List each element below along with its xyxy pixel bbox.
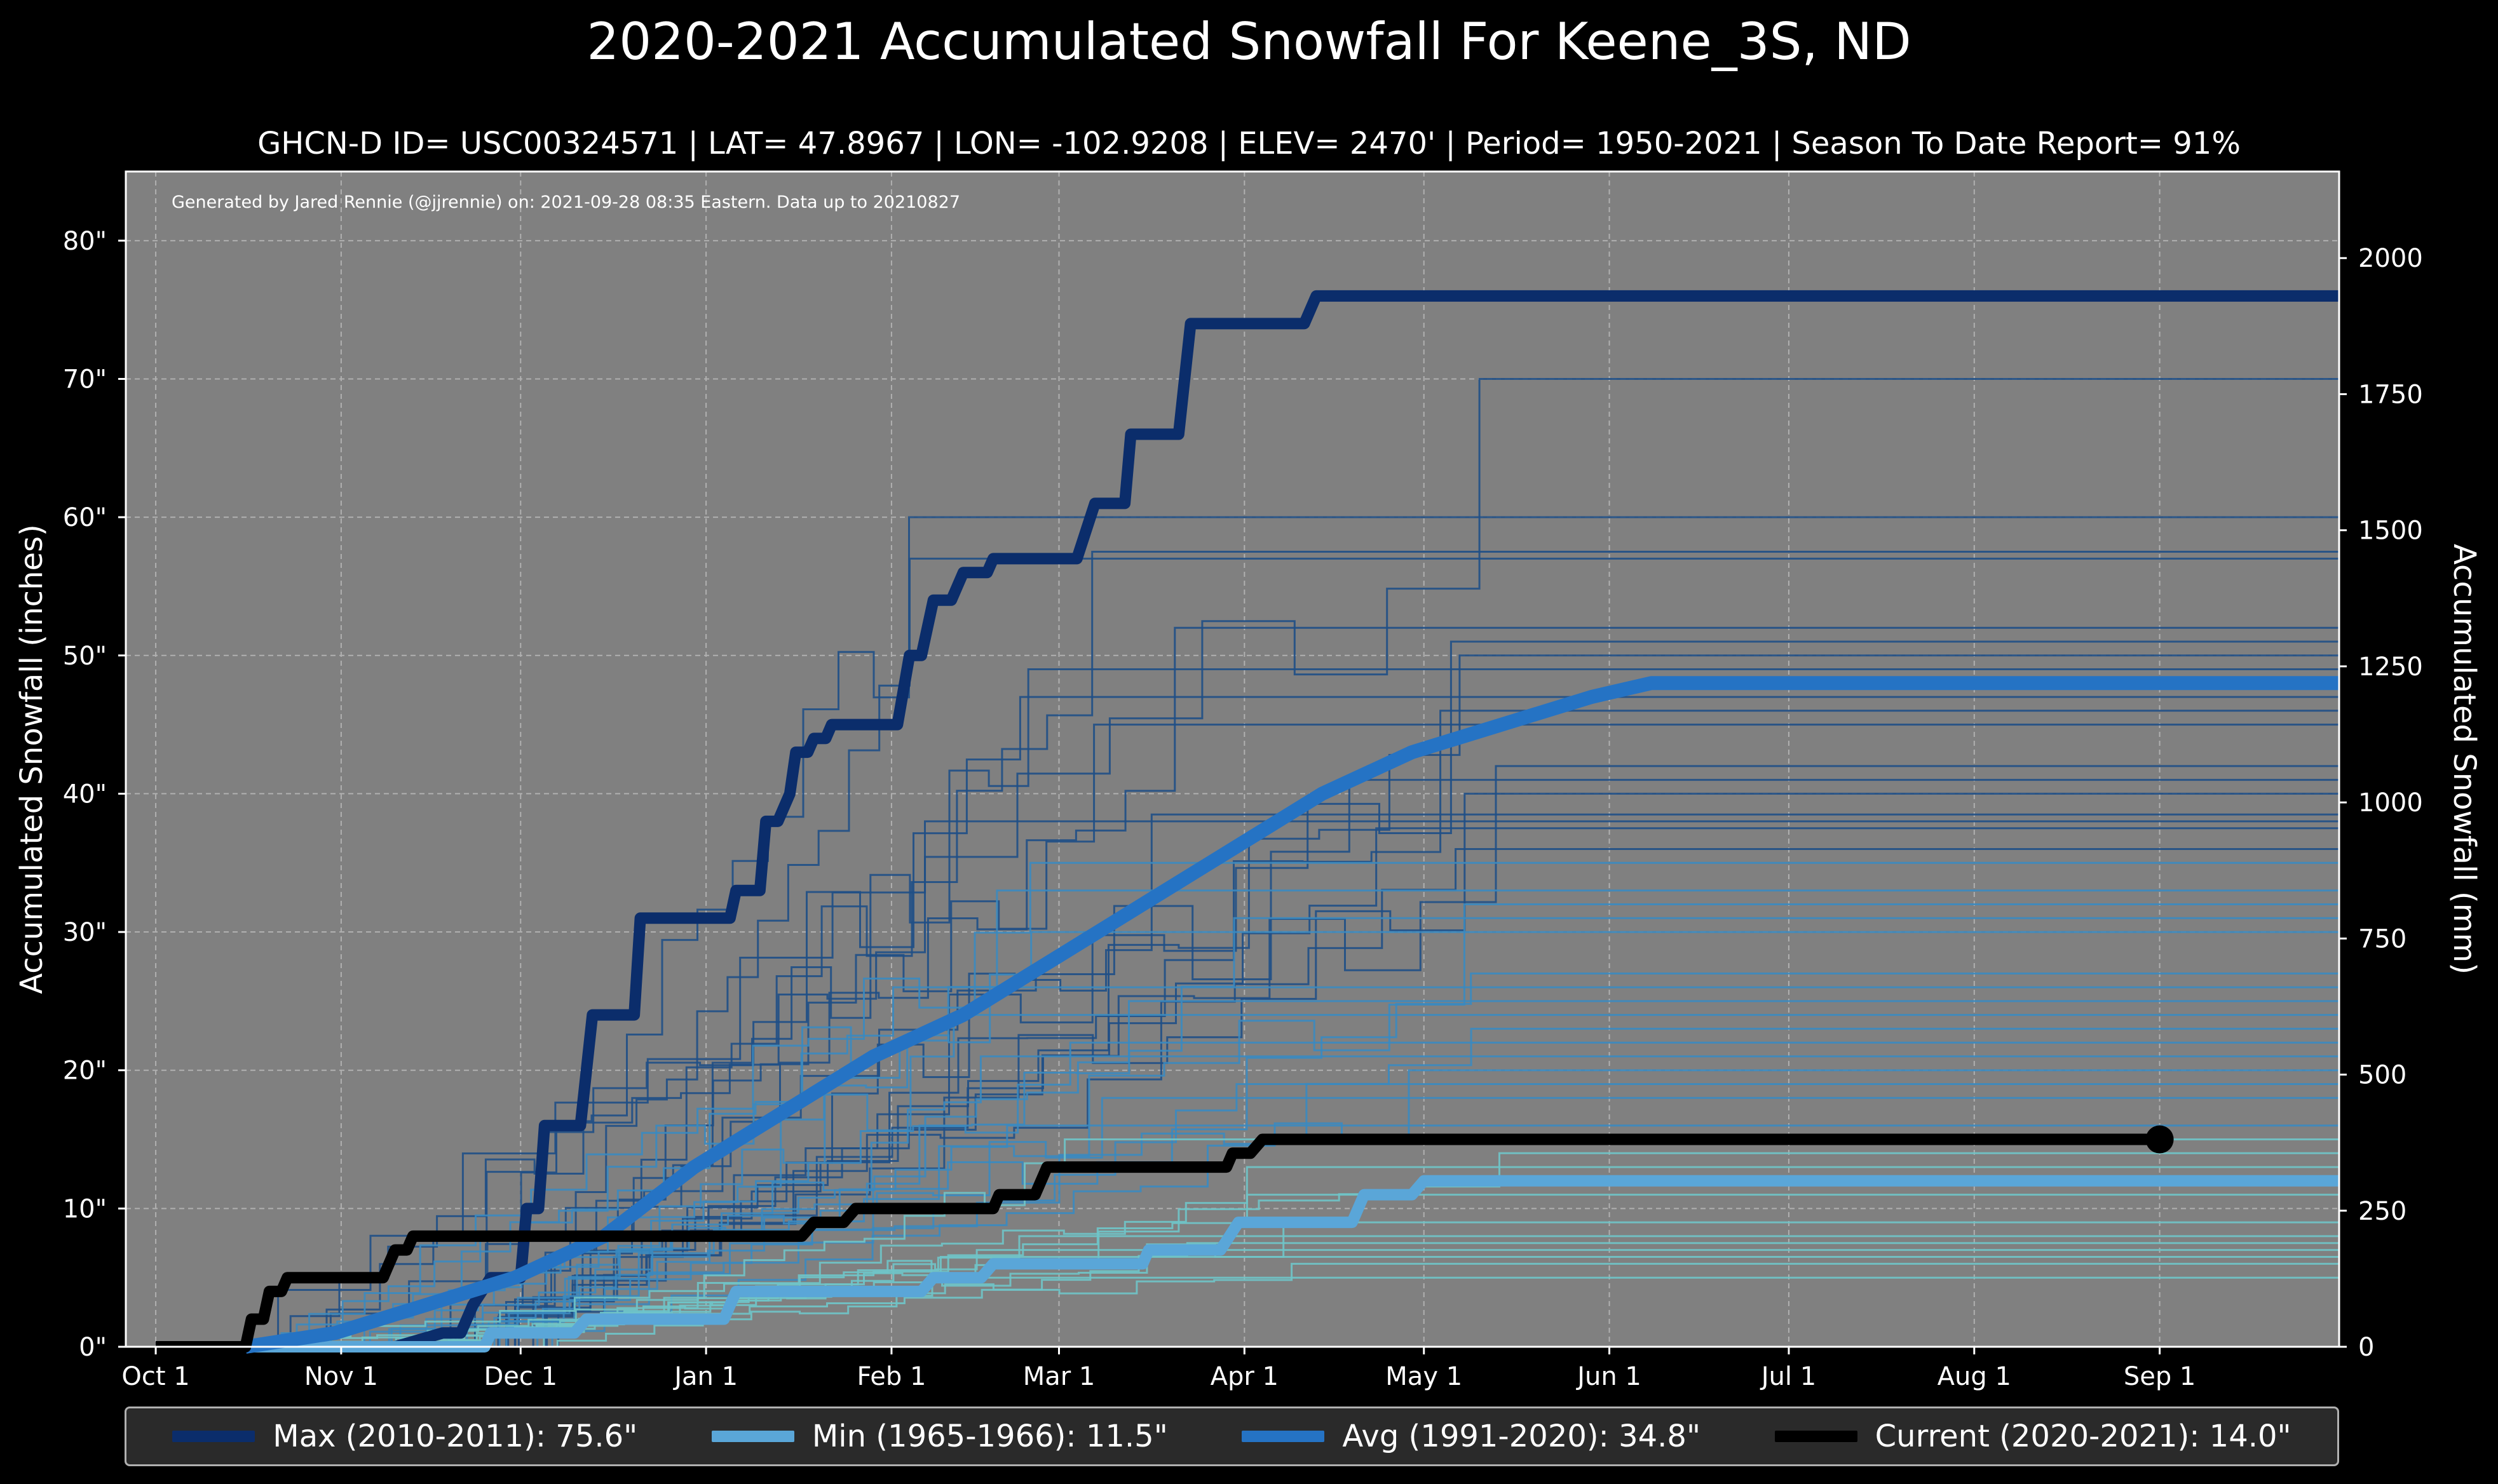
x-tick-label: Jan 1 xyxy=(672,1362,738,1391)
y-tick-label: 50" xyxy=(63,642,107,671)
credit-text: Generated by Jared Rennie (@jjrennie) on… xyxy=(172,192,960,212)
y-tick-label: 30" xyxy=(63,918,107,947)
legend-label-min: Min (1965-1966): 11.5" xyxy=(811,1419,1168,1454)
historical-season-line xyxy=(156,1000,2339,1348)
y2-tick-label: 1250 xyxy=(2358,652,2423,682)
historical-season-line xyxy=(156,861,2339,1348)
y2-tick-label: 0 xyxy=(2358,1333,2374,1362)
y2-tick-label: 1000 xyxy=(2358,788,2423,818)
y-tick-label: 80" xyxy=(63,227,107,256)
x-tick-label: May 1 xyxy=(1385,1362,1462,1391)
x-tick-label: Jun 1 xyxy=(1575,1362,1641,1391)
historical-season-line xyxy=(156,931,2339,1348)
x-tick-label: Apr 1 xyxy=(1211,1362,1279,1391)
historical-season-line xyxy=(156,1249,2339,1348)
legend-item-min: Min (1965-1966): 11.5" xyxy=(711,1419,1168,1454)
x-tick-label: Mar 1 xyxy=(1023,1362,1096,1391)
axis-layer: Oct 1 Nov 1 Dec 1 Jan 1 Feb 1 Mar 1 Apr 1 May 1… xyxy=(63,227,2423,1391)
y2-tick-label: 250 xyxy=(2358,1197,2406,1226)
legend-item-avg: Avg (1991-2020): 34.8" xyxy=(1242,1419,1700,1454)
legend-swatch-max xyxy=(172,1431,255,1442)
legend-swatch-current xyxy=(1774,1431,1857,1442)
legend-swatch-avg xyxy=(1242,1431,1325,1442)
x-tick-label: Oct 1 xyxy=(121,1362,189,1391)
historical-season-line xyxy=(156,696,2339,1348)
historical-season-line xyxy=(156,1256,2339,1348)
series-line-0 xyxy=(156,290,2339,1352)
legend-label-avg: Avg (1991-2020): 34.8" xyxy=(1342,1419,1701,1454)
x-tick-label: Aug 1 xyxy=(1938,1362,2011,1391)
historical-season-line xyxy=(156,1096,2339,1348)
y2-tick-label: 1500 xyxy=(2358,516,2423,546)
x-tick-label: Sep 1 xyxy=(2124,1362,2196,1391)
historical-season-line xyxy=(156,1124,2339,1348)
y-tick-label: 60" xyxy=(63,503,107,532)
historical-season-line xyxy=(156,1069,2339,1348)
y-tick-label: 10" xyxy=(63,1194,107,1224)
x-tick-label: Jul 1 xyxy=(1760,1362,1816,1391)
y2-tick-label: 1750 xyxy=(2358,380,2423,409)
y2-axis-label: Accumulated Snowfall (mm) xyxy=(2447,544,2482,975)
y-tick-label: 0" xyxy=(79,1333,107,1362)
historical-season-line xyxy=(156,557,2339,1348)
y-tick-label: 70" xyxy=(63,365,107,394)
historical-season-line xyxy=(156,765,2339,1348)
historical-season-line xyxy=(156,1242,2339,1348)
y2-tick-label: 2000 xyxy=(2358,244,2423,273)
legend-item-max: Max (2010-2011): 75.6" xyxy=(172,1419,637,1454)
historical-season-line xyxy=(156,516,2339,1348)
chart-legend: Max (2010-2011): 75.6" Min (1965-1966): … xyxy=(125,1406,2339,1466)
y2-tick-label: 500 xyxy=(2358,1061,2406,1090)
x-tick-label: Dec 1 xyxy=(484,1362,558,1391)
y-tick-label: 40" xyxy=(63,779,107,809)
historical-season-line xyxy=(156,986,2339,1348)
chart-title: 2020-2021 Accumulated Snowfall For Keene… xyxy=(587,12,1911,71)
series-line-1 xyxy=(156,1175,2339,1352)
y-tick-label: 20" xyxy=(63,1056,107,1086)
y-axis-label: Accumulated Snowfall (inches) xyxy=(14,524,50,994)
legend-label-current: Current (2020-2021): 14.0" xyxy=(1875,1419,2291,1454)
series-line-3 xyxy=(156,1133,2160,1352)
series-layer xyxy=(156,290,2339,1354)
legend-item-current: Current (2020-2021): 14.0" xyxy=(1774,1419,2291,1454)
current-end-marker xyxy=(2145,1125,2174,1154)
legend-label-max: Max (2010-2011): 75.6" xyxy=(273,1419,638,1454)
plot-area xyxy=(126,172,2339,1347)
x-tick-label: Feb 1 xyxy=(857,1362,926,1391)
chart-subtitle: GHCN-D ID= USC00324571 | LAT= 47.8967 | … xyxy=(257,126,2241,161)
historical-season-line xyxy=(156,848,2339,1348)
series-line-2 xyxy=(244,676,2339,1354)
legend-swatch-min xyxy=(711,1431,794,1442)
y2-tick-label: 750 xyxy=(2358,924,2406,954)
x-tick-label: Nov 1 xyxy=(304,1362,378,1391)
historical-season-line xyxy=(156,903,2339,1348)
plot-frame xyxy=(125,170,2340,1348)
